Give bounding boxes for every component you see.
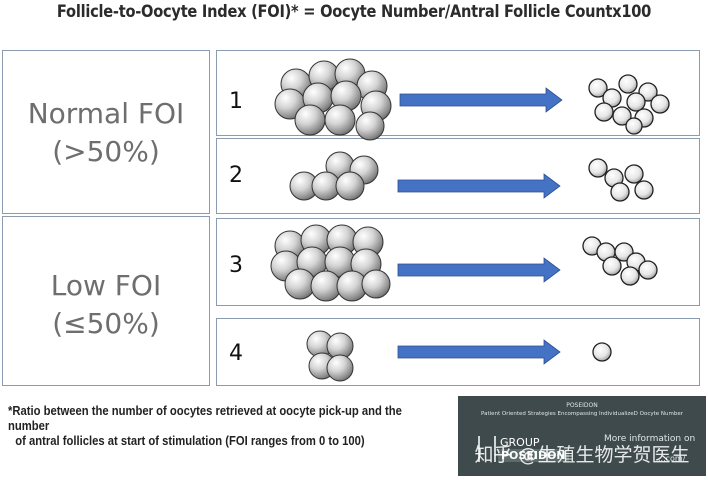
- case-number-2: 2: [229, 163, 243, 188]
- footnote-line-1: *Ratio between the number of oocytes ret…: [8, 404, 402, 433]
- follicle-cluster-1: [274, 58, 392, 141]
- logo-brand: POSEIDON: [498, 449, 569, 462]
- case-number-4: 4: [229, 341, 243, 366]
- logo-more-info: More information on: [604, 434, 696, 444]
- normal-foi-box: Normal FOI (>50%): [2, 50, 210, 214]
- follicle-cluster-3: [270, 224, 391, 302]
- low-foi-box: Low FOI (≤50%): [2, 216, 210, 386]
- trident-icon: [478, 436, 496, 462]
- footnote: *Ratio between the number of oocytes ret…: [8, 404, 413, 449]
- low-foi-label: Low FOI: [50, 269, 162, 302]
- arrow-3: [397, 257, 561, 283]
- oocyte-cluster-4: [592, 342, 612, 362]
- case-number-1: 1: [229, 89, 243, 114]
- follicle-cluster-2: [289, 151, 379, 201]
- group-poseidon-badge: GROUP POSEIDON: [470, 434, 569, 464]
- logo-subtitle: Patient Oriented Strategies Encompassing…: [481, 411, 683, 417]
- oocyte-cluster-1: [588, 74, 670, 135]
- logo-group-word: GROUP: [500, 436, 540, 449]
- follicle-cluster-4: [306, 330, 354, 382]
- poseidon-logo: POSEIDON Patient Oriented Strategies Enc…: [458, 396, 706, 476]
- oocyte-cluster-3: [582, 236, 658, 286]
- arrow-4: [397, 339, 561, 365]
- low-foi-range: (≤50%): [52, 307, 160, 340]
- normal-foi-label: Normal FOI: [27, 97, 185, 130]
- logo-heading: POSEIDON: [566, 402, 598, 409]
- oocyte-cluster-2: [588, 158, 654, 202]
- arrow-2: [397, 173, 561, 199]
- footnote-line-2: of antral follicles at start of stimulat…: [15, 434, 365, 448]
- watermark-text: 知乎 @生殖生物学贺医生: [474, 444, 690, 466]
- diagram-title: Follicle-to-Oocyte Index (FOI)* = Oocyte…: [56, 2, 652, 22]
- normal-foi-range: (>50%): [52, 135, 160, 168]
- arrow-1: [399, 87, 563, 113]
- case-number-3: 3: [229, 253, 243, 278]
- logo-url: ...com/: [658, 454, 686, 463]
